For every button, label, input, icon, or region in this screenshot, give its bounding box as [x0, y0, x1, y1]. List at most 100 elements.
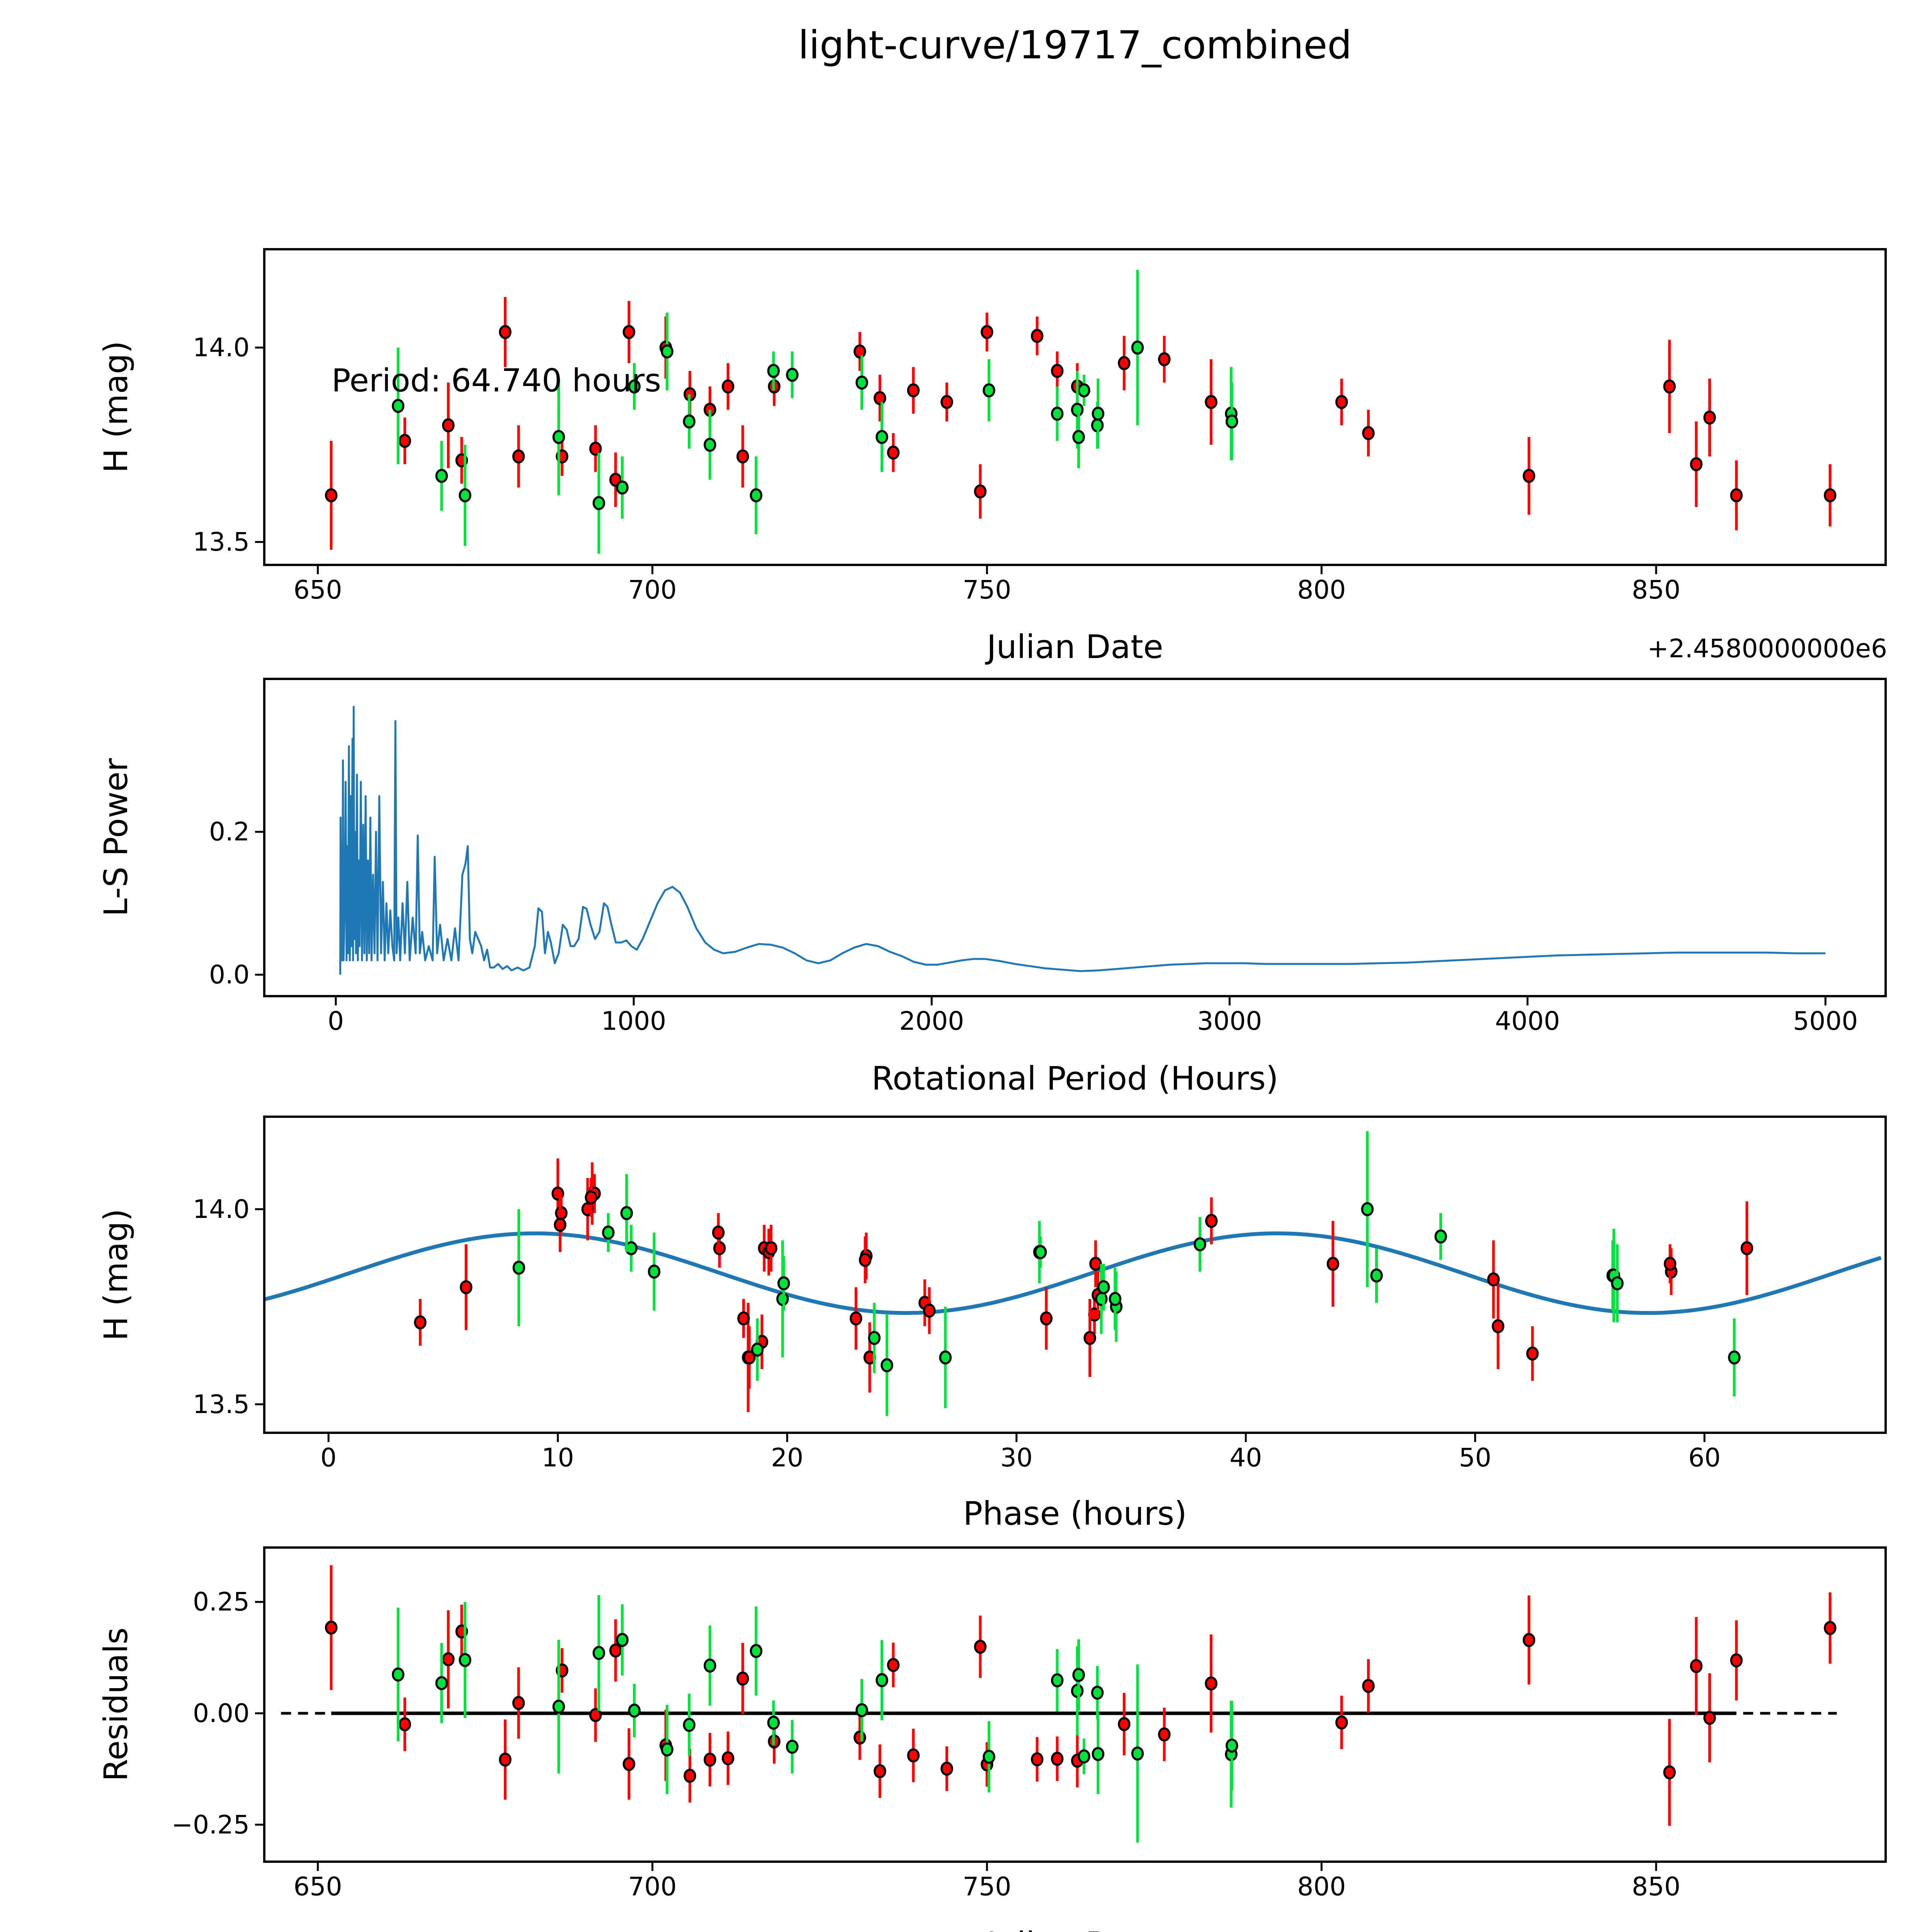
data-point — [1091, 1685, 1104, 1700]
x-tick-label: 10 — [542, 1443, 574, 1473]
lightcurve-x-offset-text: +2.4580000000e6 — [1647, 634, 1887, 663]
data-point — [767, 364, 780, 378]
light_curve-plot: 650 700 750 800 850 14.0 13.5 — [193, 248, 1887, 605]
data-point — [1361, 1202, 1374, 1216]
lightcurve-y-axis-label: H (mag) — [97, 340, 135, 473]
data-point — [1083, 1331, 1096, 1345]
data-point — [661, 344, 673, 359]
data-point — [1051, 406, 1064, 421]
data-point — [1205, 395, 1218, 409]
data-point — [1051, 1673, 1064, 1687]
data-point — [1118, 356, 1131, 371]
data-point — [1158, 1727, 1171, 1742]
data-point — [1663, 1765, 1676, 1780]
sinusoid-fit-line — [264, 1231, 1882, 1315]
data-point — [620, 1206, 633, 1220]
data-point — [648, 1264, 661, 1279]
figure-title: light-curve/19717_combined — [798, 22, 1352, 68]
data-point — [873, 1764, 886, 1779]
data-point — [552, 1699, 565, 1714]
data-point — [592, 496, 605, 510]
residuals-axes-frame — [263, 1546, 1887, 1863]
data-point — [923, 1303, 936, 1318]
data-point — [1078, 383, 1090, 398]
x-tick-label: 0 — [320, 1443, 337, 1473]
data-point — [512, 1696, 525, 1710]
data-point — [1097, 1280, 1110, 1294]
data-point — [767, 1716, 780, 1730]
light_curve-axes-frame — [263, 248, 1887, 566]
data-point — [887, 445, 900, 460]
data-point — [849, 1311, 862, 1326]
data-point — [1194, 1237, 1206, 1252]
data-point — [881, 1358, 893, 1372]
data-point — [1095, 1292, 1108, 1306]
x-tick-label: 3000 — [1197, 1006, 1262, 1036]
phase_curve-plot: 0 10 20 30 40 50 60 14.0 13.5 — [193, 1116, 1887, 1473]
x-tick-label: 60 — [1688, 1443, 1721, 1473]
data-point — [751, 1342, 764, 1357]
data-point — [777, 1276, 790, 1291]
data-point — [1327, 1257, 1339, 1271]
data-point — [1522, 469, 1536, 483]
data-point — [414, 1315, 427, 1330]
data-point — [1205, 1214, 1218, 1228]
residuals-x-axis-label: Julian Date — [987, 1925, 1163, 1932]
data-point — [589, 441, 602, 456]
x-tick-label: 650 — [294, 1872, 342, 1901]
y-tick-label: 13.5 — [193, 1389, 250, 1419]
data-point — [512, 1260, 526, 1275]
data-point — [940, 395, 953, 409]
x-tick-label: 850 — [1632, 575, 1680, 605]
phase_curve-red-series — [414, 1158, 1753, 1412]
data-point — [1034, 1245, 1047, 1259]
data-point — [940, 1762, 953, 1776]
phase_curve-axes-frame — [263, 1116, 1887, 1434]
x-tick-label: 40 — [1230, 1443, 1262, 1473]
data-point — [736, 1672, 749, 1686]
y-tick-label: 14.0 — [193, 333, 250, 362]
data-point — [876, 430, 888, 444]
x-tick-label: 4000 — [1495, 1006, 1560, 1036]
data-point — [1335, 395, 1348, 409]
data-point — [622, 1757, 636, 1771]
data-point — [1131, 340, 1144, 355]
ls_power-plot: 0 1000 2000 3000 4000 5000 0.2 0.0 — [209, 678, 1887, 1036]
data-point — [1092, 1747, 1104, 1761]
data-point — [442, 1652, 455, 1667]
data-point — [786, 1740, 799, 1754]
data-point — [1690, 1659, 1703, 1673]
data-point — [1031, 1752, 1044, 1767]
data-point — [887, 1658, 900, 1672]
light_curve-green-series — [392, 270, 1238, 554]
data-point — [743, 1350, 756, 1365]
data-point — [459, 1653, 471, 1667]
data-point — [435, 469, 448, 483]
data-point — [853, 344, 866, 359]
data-point — [1092, 406, 1104, 421]
data-point — [392, 399, 405, 413]
phasecurve-x-axis-label: Phase (hours) — [963, 1495, 1187, 1532]
data-point — [460, 1280, 473, 1294]
data-point — [661, 1742, 673, 1757]
data-point — [907, 1748, 920, 1763]
data-point — [628, 379, 641, 394]
data-point — [398, 434, 411, 448]
data-point — [1487, 1272, 1500, 1287]
data-point — [1728, 1350, 1741, 1365]
periodogram-x-axis-label: Rotational Period (Hours) — [871, 1060, 1279, 1097]
data-point — [1492, 1319, 1505, 1333]
x-tick-label: 700 — [628, 1872, 677, 1901]
data-point — [1824, 1621, 1837, 1635]
data-point — [616, 1633, 629, 1647]
data-point — [1051, 364, 1064, 378]
data-point — [704, 437, 716, 452]
y-tick-label: 0.2 — [209, 817, 250, 847]
data-point — [1362, 1679, 1375, 1693]
data-point — [1362, 426, 1375, 440]
data-point — [499, 1752, 512, 1767]
residuals-plot: 650 700 750 800 850 0.25 0.00 −0.25 — [172, 1546, 1887, 1901]
data-point — [939, 1350, 952, 1365]
data-point — [442, 418, 455, 433]
